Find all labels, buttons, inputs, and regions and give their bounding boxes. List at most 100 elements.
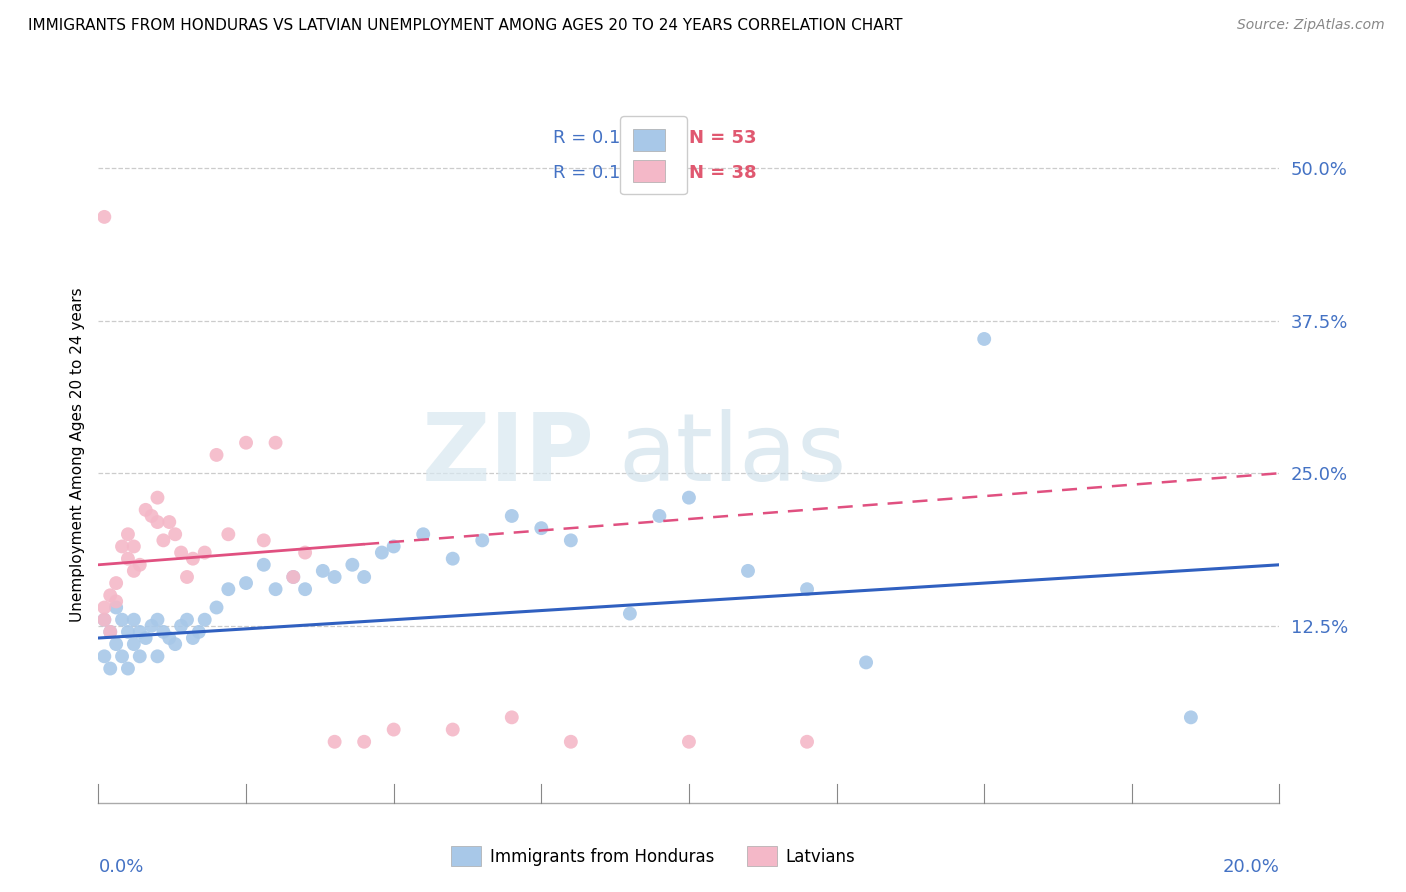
Point: [283, 570, 305, 584]
Point: [98, 661, 121, 675]
Text: R = 0.165: R = 0.165: [553, 129, 644, 147]
Point: [165, 637, 187, 651]
Text: N = 38: N = 38: [689, 164, 756, 182]
Point: [93, 613, 115, 627]
Point: [146, 515, 169, 529]
Text: IMMIGRANTS FROM HONDURAS VS LATVIAN UNEMPLOYMENT AMONG AGES 20 TO 24 YEARS CORRE: IMMIGRANTS FROM HONDURAS VS LATVIAN UNEM…: [28, 18, 903, 33]
Point: [141, 508, 163, 523]
Point: [530, 521, 553, 535]
Text: atlas: atlas: [619, 409, 846, 501]
Point: [187, 624, 209, 639]
Point: [170, 619, 193, 633]
Point: [111, 540, 134, 554]
Text: R = 0.103: R = 0.103: [553, 164, 644, 182]
Point: [93, 613, 115, 627]
Point: [648, 508, 671, 523]
Point: [93, 649, 115, 664]
Point: [217, 527, 239, 541]
Point: [194, 545, 217, 559]
Point: [111, 613, 134, 627]
Point: [105, 576, 128, 591]
Point: [235, 435, 257, 450]
Point: [117, 551, 139, 566]
Point: [619, 607, 641, 621]
Point: [471, 533, 494, 548]
Point: [371, 545, 394, 559]
Text: ZIP: ZIP: [422, 409, 595, 501]
Point: [141, 619, 163, 633]
Point: [973, 332, 995, 346]
Point: [235, 576, 257, 591]
Point: [441, 723, 464, 737]
Point: [146, 649, 169, 664]
Point: [501, 710, 523, 724]
Point: [1180, 710, 1202, 724]
Point: [194, 613, 217, 627]
Point: [157, 631, 180, 645]
Point: [323, 735, 346, 749]
Point: [253, 558, 276, 572]
Point: [181, 631, 204, 645]
Point: [342, 558, 364, 572]
Point: [294, 545, 316, 559]
Point: [205, 448, 228, 462]
Point: [253, 533, 276, 548]
Point: [122, 613, 145, 627]
Point: [264, 435, 287, 450]
Point: [128, 624, 150, 639]
Point: [796, 735, 818, 749]
Point: [382, 723, 405, 737]
Point: [283, 570, 305, 584]
Point: [146, 491, 169, 505]
Point: [560, 735, 582, 749]
Point: [205, 600, 228, 615]
Text: Source: ZipAtlas.com: Source: ZipAtlas.com: [1237, 18, 1385, 32]
Point: [323, 570, 346, 584]
Point: [157, 515, 180, 529]
Point: [152, 624, 174, 639]
Point: [98, 588, 121, 602]
Point: [678, 491, 700, 505]
Point: [170, 545, 193, 559]
Point: [105, 594, 128, 608]
Point: [105, 637, 128, 651]
Point: [98, 624, 121, 639]
Point: [560, 533, 582, 548]
Point: [122, 564, 145, 578]
Point: [353, 735, 375, 749]
Point: [796, 582, 818, 597]
Point: [117, 661, 139, 675]
Text: 0.0%: 0.0%: [98, 858, 143, 877]
Point: [135, 503, 157, 517]
Point: [122, 637, 145, 651]
Point: [678, 735, 700, 749]
Point: [181, 551, 204, 566]
Point: [176, 570, 198, 584]
Point: [105, 600, 128, 615]
Point: [146, 613, 169, 627]
Point: [264, 582, 287, 597]
Point: [98, 624, 121, 639]
Point: [128, 558, 150, 572]
Point: [353, 570, 375, 584]
Legend: Immigrants from Honduras, Latvians: Immigrants from Honduras, Latvians: [440, 834, 868, 878]
Point: [117, 624, 139, 639]
Point: [855, 656, 877, 670]
Point: [122, 540, 145, 554]
Point: [93, 600, 115, 615]
Point: [135, 631, 157, 645]
Point: [128, 649, 150, 664]
Point: [93, 210, 115, 224]
Point: [117, 527, 139, 541]
Point: [165, 527, 187, 541]
Point: [412, 527, 434, 541]
Text: 20.0%: 20.0%: [1223, 858, 1279, 877]
Text: N = 53: N = 53: [689, 129, 756, 147]
Point: [441, 551, 464, 566]
Point: [176, 613, 198, 627]
Y-axis label: Unemployment Among Ages 20 to 24 years: Unemployment Among Ages 20 to 24 years: [69, 287, 84, 623]
Point: [312, 564, 335, 578]
Point: [737, 564, 759, 578]
Point: [294, 582, 316, 597]
Point: [501, 508, 523, 523]
